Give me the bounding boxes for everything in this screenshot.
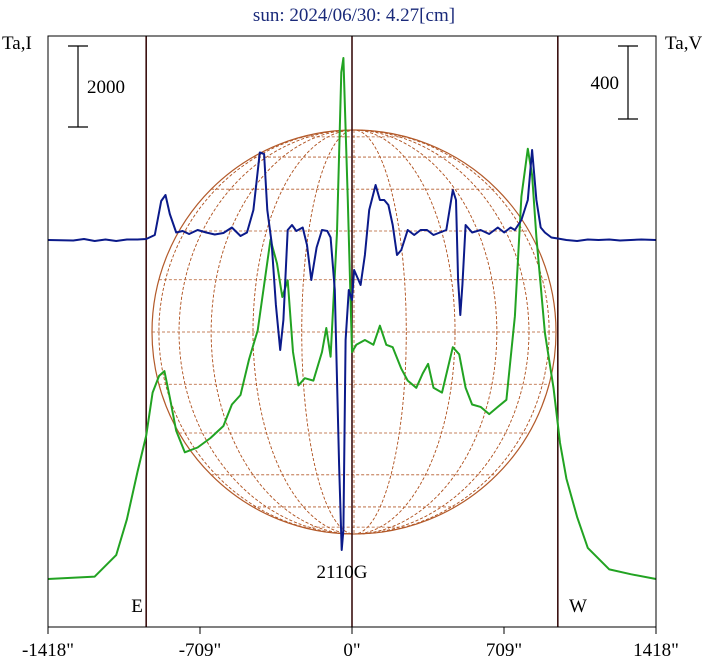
curves xyxy=(47,57,657,580)
x-tick-label: -709" xyxy=(179,640,222,661)
right-axis-label: Ta,V xyxy=(665,33,702,54)
stokes-i-curve xyxy=(47,57,657,580)
x-tick-label: 0" xyxy=(343,640,360,661)
left-axis-label: Ta,I xyxy=(2,33,32,54)
annotation-field-strength: 2110G xyxy=(316,562,367,583)
east-label: E xyxy=(131,596,143,617)
chart-title: sun: 2024/06/30: 4.27[cm] xyxy=(253,5,455,26)
right-scale-bar-label: 400 xyxy=(591,73,620,94)
left-scale-bar xyxy=(68,45,88,128)
x-tick-label: -1418" xyxy=(22,640,74,661)
x-axis-ticks: -1418" -709" 0" 709" 1418" xyxy=(22,627,679,661)
west-label: W xyxy=(569,596,587,617)
left-scale-bar-label: 2000 xyxy=(87,77,125,98)
right-scale-bar xyxy=(618,45,638,120)
stokes-v-curve xyxy=(47,149,657,551)
solar-disk-grid xyxy=(151,129,557,535)
x-tick-label: 709" xyxy=(486,640,522,661)
solar-limb-circle xyxy=(151,129,557,535)
x-tick-label: 1418" xyxy=(633,640,679,661)
